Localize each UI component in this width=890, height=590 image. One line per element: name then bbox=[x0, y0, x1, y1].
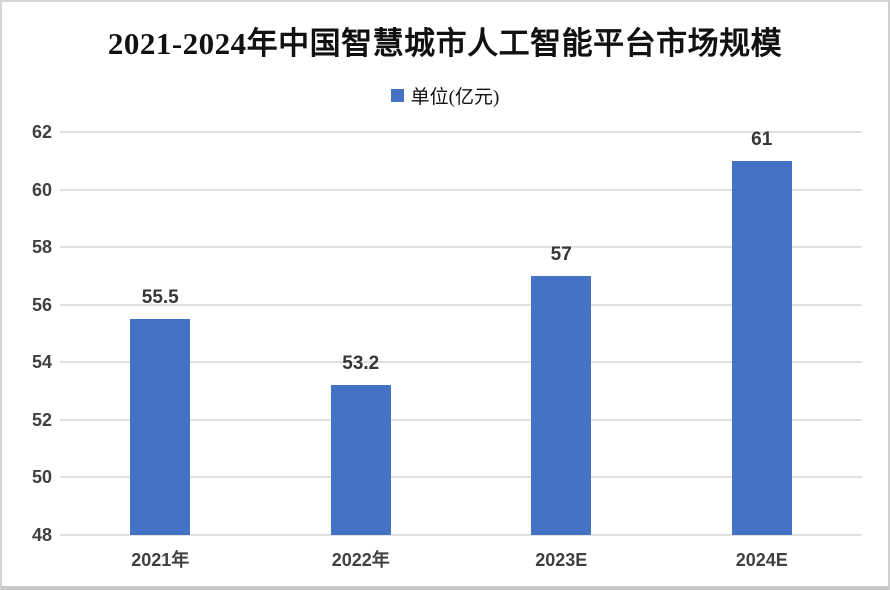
bar bbox=[731, 160, 792, 535]
y-tick-label: 56 bbox=[31, 294, 52, 315]
bar-value-label: 53.2 bbox=[342, 353, 380, 375]
y-tick-label: 48 bbox=[31, 525, 52, 545]
bar bbox=[330, 385, 391, 535]
y-tick-label: 58 bbox=[31, 237, 52, 258]
bar-value-label: 61 bbox=[751, 128, 773, 150]
gridline bbox=[60, 303, 862, 306]
bar-value-label: 55.5 bbox=[141, 287, 179, 309]
plot-area: 48 50 52 54 56 58 60 62 55.5 2021年 53.2 2022年 57 2023… bbox=[32, 123, 862, 569]
y-tick-label: 62 bbox=[31, 122, 52, 142]
legend-swatch-icon bbox=[390, 89, 404, 102]
gridline bbox=[60, 246, 862, 249]
gridline bbox=[60, 361, 862, 364]
x-tick-label: 2023E bbox=[535, 550, 588, 570]
x-tick-label: 2024E bbox=[735, 550, 788, 570]
bar-value-label: 57 bbox=[550, 243, 572, 265]
y-tick-label: 54 bbox=[31, 352, 52, 373]
x-tick-label: 2021年 bbox=[131, 550, 190, 570]
gridline bbox=[60, 534, 862, 536]
y-tick-label: 50 bbox=[31, 467, 52, 488]
x-tick-label: 2022年 bbox=[331, 550, 390, 570]
y-tick-label: 52 bbox=[31, 409, 52, 430]
legend: 单位(亿元) bbox=[2, 82, 888, 109]
gridline bbox=[60, 188, 862, 191]
gridline bbox=[60, 476, 862, 479]
bar bbox=[130, 319, 191, 535]
bar bbox=[531, 275, 592, 535]
y-tick-label: 60 bbox=[31, 179, 52, 200]
gridline bbox=[60, 131, 862, 133]
chart-title: 2021-2024年中国智慧城市人工智能平台市场规模 bbox=[107, 26, 783, 61]
legend-label: 单位(亿元) bbox=[410, 87, 500, 108]
gridline bbox=[60, 418, 862, 421]
